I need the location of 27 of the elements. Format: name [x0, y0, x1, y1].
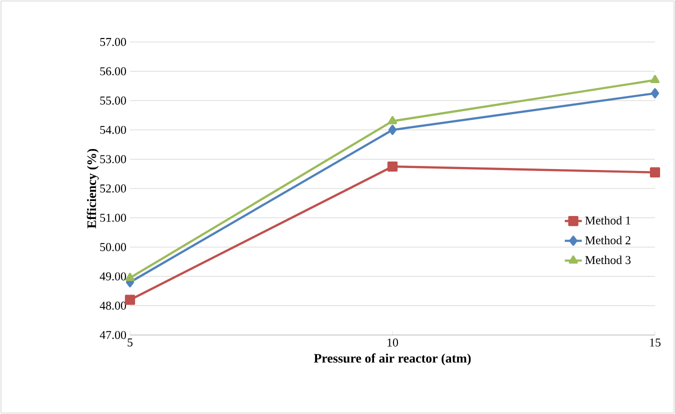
- point: [124, 294, 136, 305]
- point: [388, 124, 397, 135]
- x-axis-title: Pressure of air reactor (atm): [314, 353, 471, 366]
- point: [650, 88, 660, 98]
- x-tick-label: 10: [388, 338, 398, 347]
- legend-label: Method 1: [585, 216, 630, 225]
- y-tick-label: 55.00: [100, 96, 126, 105]
- legend-label: Method 3: [585, 256, 631, 264]
- y-tick-label: 47.00: [100, 330, 126, 340]
- y-tick-label: 51.00: [100, 214, 126, 222]
- x-tick-label: 15: [650, 338, 661, 347]
- point: [387, 161, 398, 172]
- y-tick-label: 56.00: [100, 67, 126, 76]
- y-tick-label: 49.00: [100, 272, 126, 280]
- x-tick-label: 5: [128, 338, 133, 346]
- point: [650, 75, 660, 84]
- y-axis-title: Efficiency (%): [86, 148, 99, 228]
- legend-label: Method 2: [585, 236, 630, 244]
- y-tick-label: 53.00: [100, 155, 126, 164]
- y-tick-label: 54.00: [100, 126, 126, 134]
- point: [388, 116, 398, 124]
- y-tick-label: 57.00: [100, 38, 126, 46]
- y-tick-label: 48.00: [100, 302, 126, 310]
- point: [650, 167, 660, 178]
- point: [125, 272, 135, 281]
- y-tick-label: 50.00: [100, 243, 126, 252]
- y-tick-label: 52.00: [100, 184, 126, 193]
